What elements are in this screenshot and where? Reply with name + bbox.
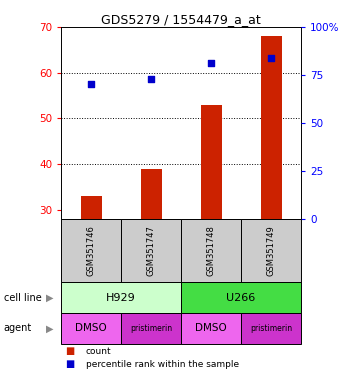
Bar — [181, 313, 241, 344]
Text: ▶: ▶ — [46, 323, 53, 333]
Bar — [181, 219, 241, 282]
Text: ▶: ▶ — [46, 293, 53, 303]
Text: DMSO: DMSO — [195, 323, 227, 333]
Bar — [181, 282, 301, 313]
Bar — [141, 169, 162, 219]
Bar — [121, 313, 181, 344]
Text: H929: H929 — [106, 293, 136, 303]
Text: cell line: cell line — [4, 293, 41, 303]
Bar — [241, 219, 301, 282]
Point — [208, 60, 214, 66]
Bar — [81, 196, 102, 219]
Title: GDS5279 / 1554479_a_at: GDS5279 / 1554479_a_at — [101, 13, 261, 26]
Text: ■: ■ — [65, 359, 74, 369]
Bar — [201, 104, 222, 219]
Text: percentile rank within the sample: percentile rank within the sample — [86, 359, 239, 369]
Text: ■: ■ — [65, 346, 74, 356]
Point — [268, 55, 274, 61]
Text: U266: U266 — [226, 293, 256, 303]
Point — [89, 81, 94, 88]
Text: GSM351748: GSM351748 — [206, 225, 216, 276]
Text: GSM351746: GSM351746 — [87, 225, 96, 276]
Text: count: count — [86, 347, 111, 356]
Bar — [61, 313, 121, 344]
Text: GSM351749: GSM351749 — [267, 225, 275, 276]
Bar — [241, 313, 301, 344]
Bar — [61, 219, 121, 282]
Bar — [121, 219, 181, 282]
Point — [148, 76, 154, 82]
Text: pristimerin: pristimerin — [250, 324, 292, 333]
Text: DMSO: DMSO — [75, 323, 107, 333]
Text: agent: agent — [4, 323, 32, 333]
Text: GSM351747: GSM351747 — [147, 225, 156, 276]
Text: pristimerin: pristimerin — [130, 324, 172, 333]
Bar — [61, 282, 181, 313]
Bar — [260, 36, 281, 219]
